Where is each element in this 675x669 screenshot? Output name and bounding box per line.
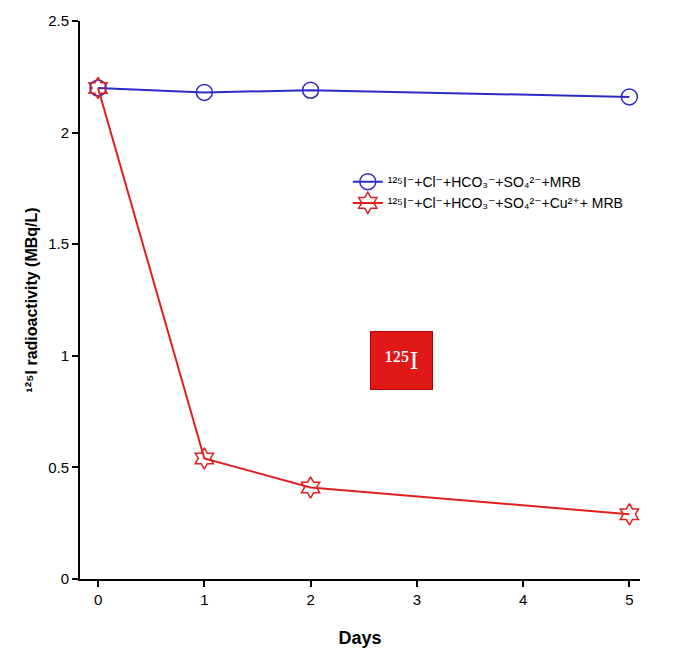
svg-text:2: 2: [61, 124, 69, 141]
svg-text:¹²⁵I: ¹²⁵I: [385, 346, 418, 375]
svg-text:Days: Days: [338, 628, 381, 648]
svg-text:¹²⁵I radioactivity (MBq/L): ¹²⁵I radioactivity (MBq/L): [23, 207, 40, 392]
svg-text:1.5: 1.5: [48, 235, 69, 252]
svg-text:¹²⁵I⁻+Cl⁻+HCO₃⁻+SO₄²⁻+MRB: ¹²⁵I⁻+Cl⁻+HCO₃⁻+SO₄²⁻+MRB: [388, 174, 581, 190]
svg-text:2.5: 2.5: [48, 12, 69, 29]
svg-text:¹²⁵I⁻+Cl⁻+HCO₃⁻+SO₄²⁻+Cu²⁺+ MR: ¹²⁵I⁻+Cl⁻+HCO₃⁻+SO₄²⁻+Cu²⁺+ MRB: [388, 195, 623, 211]
svg-text:3: 3: [413, 591, 421, 608]
svg-text:2: 2: [306, 591, 314, 608]
svg-text:0.5: 0.5: [48, 459, 69, 476]
svg-text:4: 4: [519, 591, 527, 608]
svg-text:1: 1: [61, 347, 69, 364]
svg-text:0: 0: [94, 591, 102, 608]
svg-text:5: 5: [625, 591, 633, 608]
svg-text:1: 1: [200, 591, 208, 608]
svg-text:0: 0: [61, 570, 69, 587]
